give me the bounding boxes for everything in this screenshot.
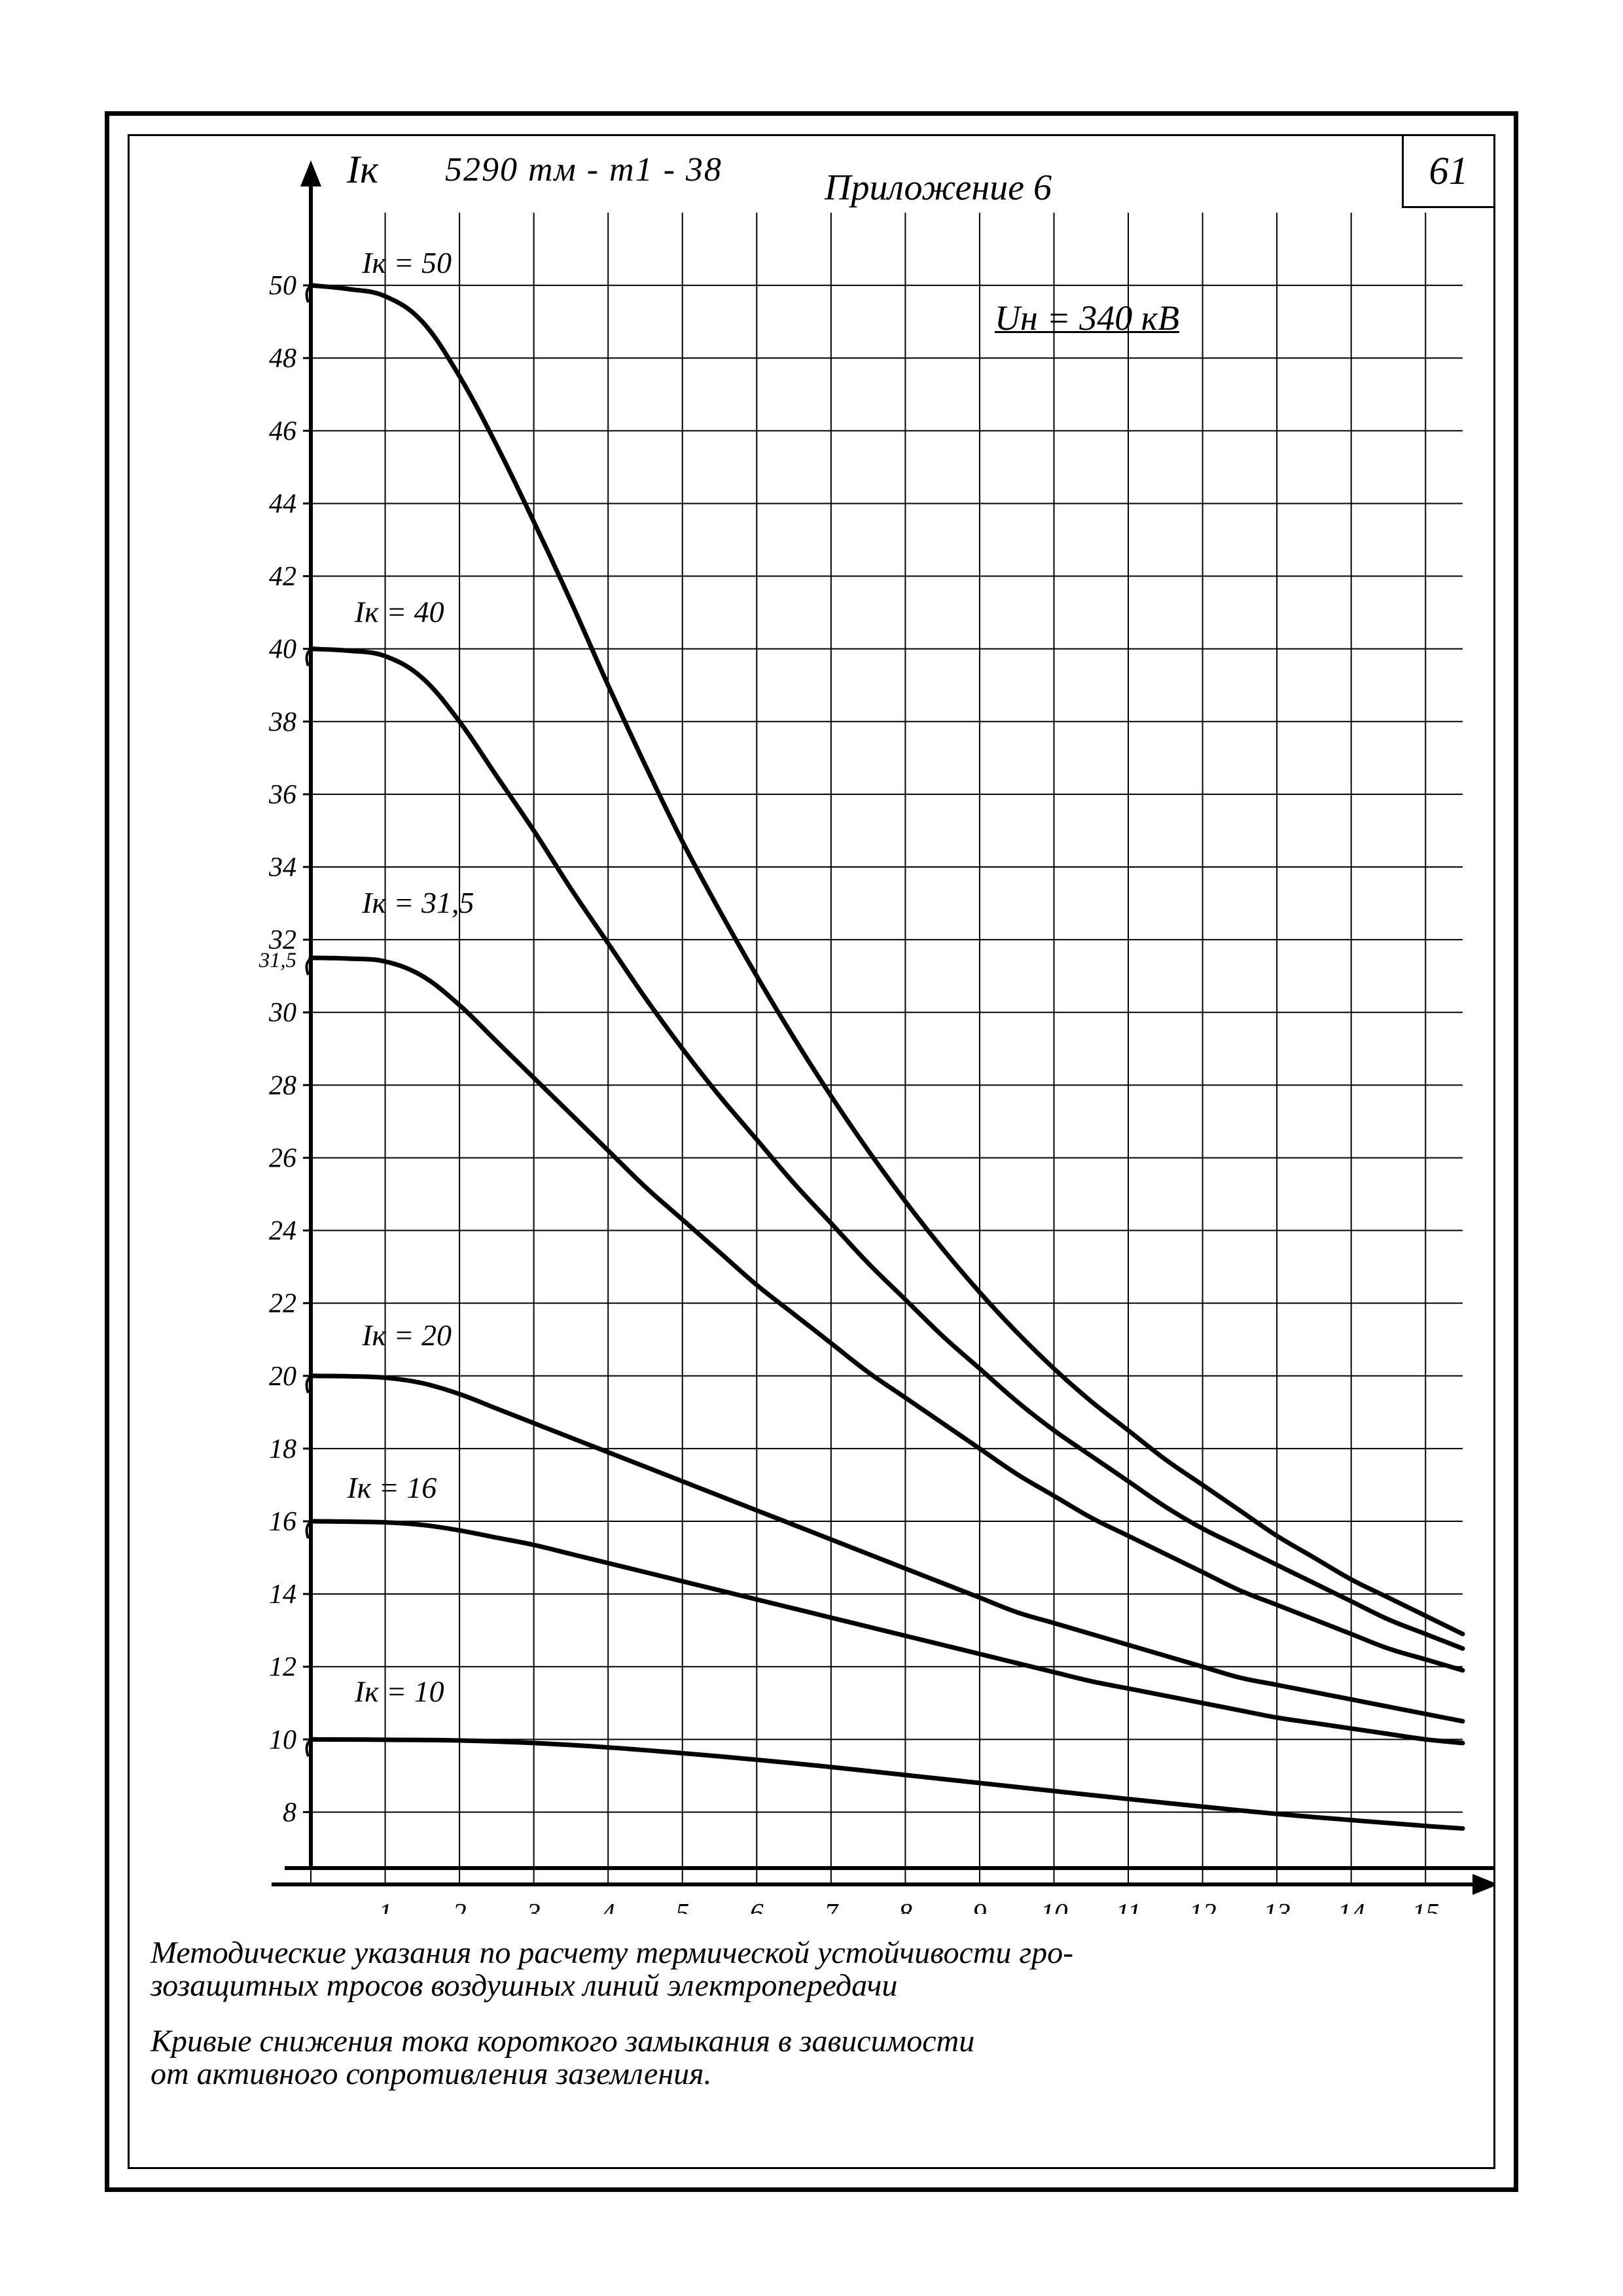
- x-tick-label: 5: [675, 1899, 689, 1914]
- curve-label: Iк = 20: [361, 1318, 452, 1352]
- curve-label: Iк = 50: [361, 246, 452, 279]
- x-tick-label: 7: [824, 1899, 839, 1914]
- y-tick-label: 10: [269, 1725, 296, 1755]
- curve: [311, 1376, 1463, 1722]
- x-tick-label: 9: [972, 1899, 986, 1914]
- y-tick-label: 34: [268, 853, 296, 883]
- y-tick-label: 36: [268, 780, 296, 810]
- x-tick-label: 1: [378, 1899, 392, 1914]
- chart-area: 8101214161820222426283031,53234363840424…: [128, 134, 1495, 1914]
- y-tick-label: 46: [269, 416, 296, 446]
- x-tick-label: 10: [1040, 1899, 1067, 1914]
- y-tick-label: 14: [269, 1580, 296, 1610]
- y-tick-label: 16: [269, 1507, 296, 1537]
- caption-area: Методические указания по расчету термиче…: [151, 1937, 1472, 2113]
- caption-line-4: от активного сопротивления заземления.: [151, 2057, 711, 2091]
- caption-line-1: Методические указания по расчету термиче…: [151, 1935, 1073, 1970]
- curve-label: Iк = 40: [354, 595, 444, 628]
- y-tick-label: 28: [269, 1070, 296, 1101]
- y-tick-label: 38: [268, 707, 296, 737]
- y-tick-label: 26: [269, 1143, 296, 1173]
- curve-label: Iк = 31,5: [361, 886, 474, 919]
- y-tick-label: 40: [269, 635, 296, 665]
- curve: [311, 649, 1463, 1649]
- y-tick-label: 22: [269, 1289, 296, 1319]
- x-tick-label: 13: [1263, 1899, 1291, 1914]
- y-tick-label: 48: [269, 344, 296, 374]
- curve: [311, 1739, 1463, 1828]
- caption-line-3: Кривые снижения тока короткого замыкания…: [151, 2024, 974, 2058]
- x-tick-label: 2: [453, 1899, 467, 1914]
- page: 61 Iк 5290 тм - т1 - 38 Приложение 6 Uн …: [0, 0, 1623, 2296]
- x-tick-label: 12: [1189, 1899, 1217, 1914]
- y-tick-label: 44: [269, 489, 296, 519]
- x-tick-label: 4: [601, 1899, 615, 1914]
- y-tick-label: 24: [269, 1216, 296, 1246]
- x-tick-label: 15: [1412, 1899, 1439, 1914]
- x-tick-label: 8: [899, 1899, 912, 1914]
- y-tick-label: 20: [269, 1362, 296, 1392]
- y-tick-label: 8: [283, 1797, 296, 1828]
- curve-label: Iк = 16: [346, 1471, 437, 1504]
- x-tick-label: 6: [750, 1899, 764, 1914]
- chart-svg: 8101214161820222426283031,53234363840424…: [128, 134, 1495, 1914]
- y-tick-label: 32: [268, 925, 296, 955]
- x-tick-label: 14: [1338, 1899, 1365, 1914]
- curve-label: Iк = 10: [354, 1674, 444, 1708]
- y-tick-label: 42: [269, 562, 296, 592]
- y-tick-label: 50: [269, 271, 296, 301]
- caption-line-2: зозащитных тросов воздушных линий электр…: [151, 1968, 897, 2003]
- curve: [311, 1521, 1463, 1743]
- y-tick-label: 30: [268, 998, 296, 1028]
- x-tick-label: 11: [1116, 1899, 1141, 1914]
- x-tick-label: 3: [526, 1899, 541, 1914]
- y-tick-label: 18: [269, 1434, 296, 1464]
- y-tick-label: 12: [269, 1652, 296, 1682]
- curve: [311, 285, 1463, 1634]
